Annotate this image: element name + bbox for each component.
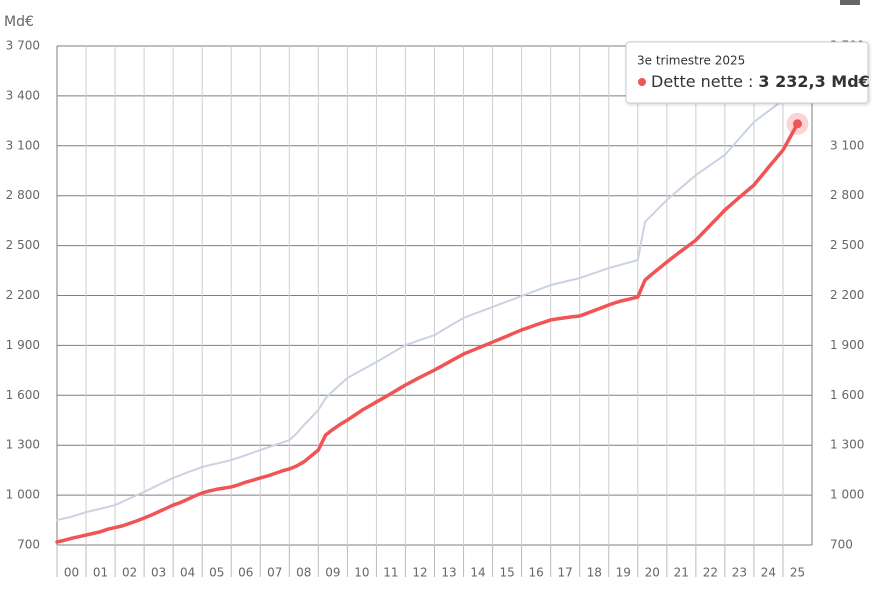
- x-tick-label: 05: [209, 566, 224, 580]
- y-tick-label: 2 200: [6, 288, 40, 302]
- y2-tick-label: 1 900: [830, 338, 864, 352]
- tooltip: 3e trimestre 2025 Dette nette:3 232,3 Md€: [625, 41, 870, 104]
- x-tick-label: 16: [528, 566, 543, 580]
- x-tick-label: 21: [674, 566, 689, 580]
- y-tick-label: 1 300: [6, 438, 40, 452]
- x-tick-label: 02: [122, 566, 137, 580]
- menu-button[interactable]: [840, 0, 860, 5]
- x-tick-label: 01: [93, 566, 108, 580]
- x-tick-label: 19: [616, 566, 631, 580]
- y-tick-label: 2 800: [6, 188, 40, 202]
- y2-tick-label: 700: [830, 538, 853, 552]
- y2-tick-label: 1 600: [830, 388, 864, 402]
- x-tick-label: 10: [354, 566, 369, 580]
- y2-tick-label: 2 800: [830, 188, 864, 202]
- x-tick-label: 06: [238, 566, 253, 580]
- tooltip-series-name: Dette nette: [651, 72, 743, 91]
- x-tick-label: 08: [296, 566, 311, 580]
- y-tick-label: 3 400: [6, 88, 40, 102]
- tooltip-value-label: 3 232,3 Md€: [758, 72, 869, 91]
- y-tick-label: 700: [17, 538, 40, 552]
- x-tick-label: 23: [732, 566, 747, 580]
- tooltip-value: Dette nette:3 232,3 Md€: [651, 72, 870, 91]
- y2-tick-label: 1 000: [830, 488, 864, 502]
- grid: 700 1 000 1 300 1 600 1 900 2 200 2 500 2 800 3 …: [6, 39, 865, 580]
- series-line: [56, 91, 799, 522]
- y2-tick-label: 3 100: [830, 138, 864, 152]
- y2-tick-label: 2 200: [830, 288, 864, 302]
- y2-tick-label: 2 500: [830, 238, 864, 252]
- tooltip-marker: [638, 78, 646, 86]
- x-tick-label: 22: [703, 566, 718, 580]
- tooltip-separator: :: [748, 72, 753, 91]
- series-line: [55, 122, 800, 544]
- tooltip-title: 3e trimestre 2025: [637, 54, 745, 68]
- y-tick-label: 2 500: [6, 238, 40, 252]
- x-tick-label: 25: [790, 566, 805, 580]
- x-tick-label: 24: [761, 566, 776, 580]
- y-tick-label: 1 600: [6, 388, 40, 402]
- x-tick-label: 17: [558, 566, 573, 580]
- tooltip-box: [625, 41, 869, 104]
- x-tick-label: 07: [267, 566, 282, 580]
- y-tick-label: 1 000: [6, 488, 40, 502]
- x-tick-label: 00: [64, 566, 79, 580]
- y-tick-label: 3 700: [6, 39, 40, 53]
- x-tick-label: 14: [470, 566, 485, 580]
- y-tick-label: 1 900: [6, 338, 40, 352]
- x-tick-label: 15: [499, 566, 514, 580]
- x-tick-label: 04: [180, 566, 195, 580]
- x-tick-label: 09: [325, 566, 340, 580]
- x-tick-label: 18: [587, 566, 602, 580]
- x-tick-label: 13: [441, 566, 456, 580]
- y2-tick-label: 1 300: [830, 438, 864, 452]
- hover-point: [792, 119, 802, 129]
- lines: [55, 91, 809, 544]
- x-tick-label: 03: [151, 566, 166, 580]
- x-tick-label: 11: [383, 566, 398, 580]
- y-axis-unit: Md€: [4, 14, 34, 30]
- x-tick-label: 12: [412, 566, 427, 580]
- x-tick-label: 20: [645, 566, 660, 580]
- y-tick-label: 3 100: [6, 138, 40, 152]
